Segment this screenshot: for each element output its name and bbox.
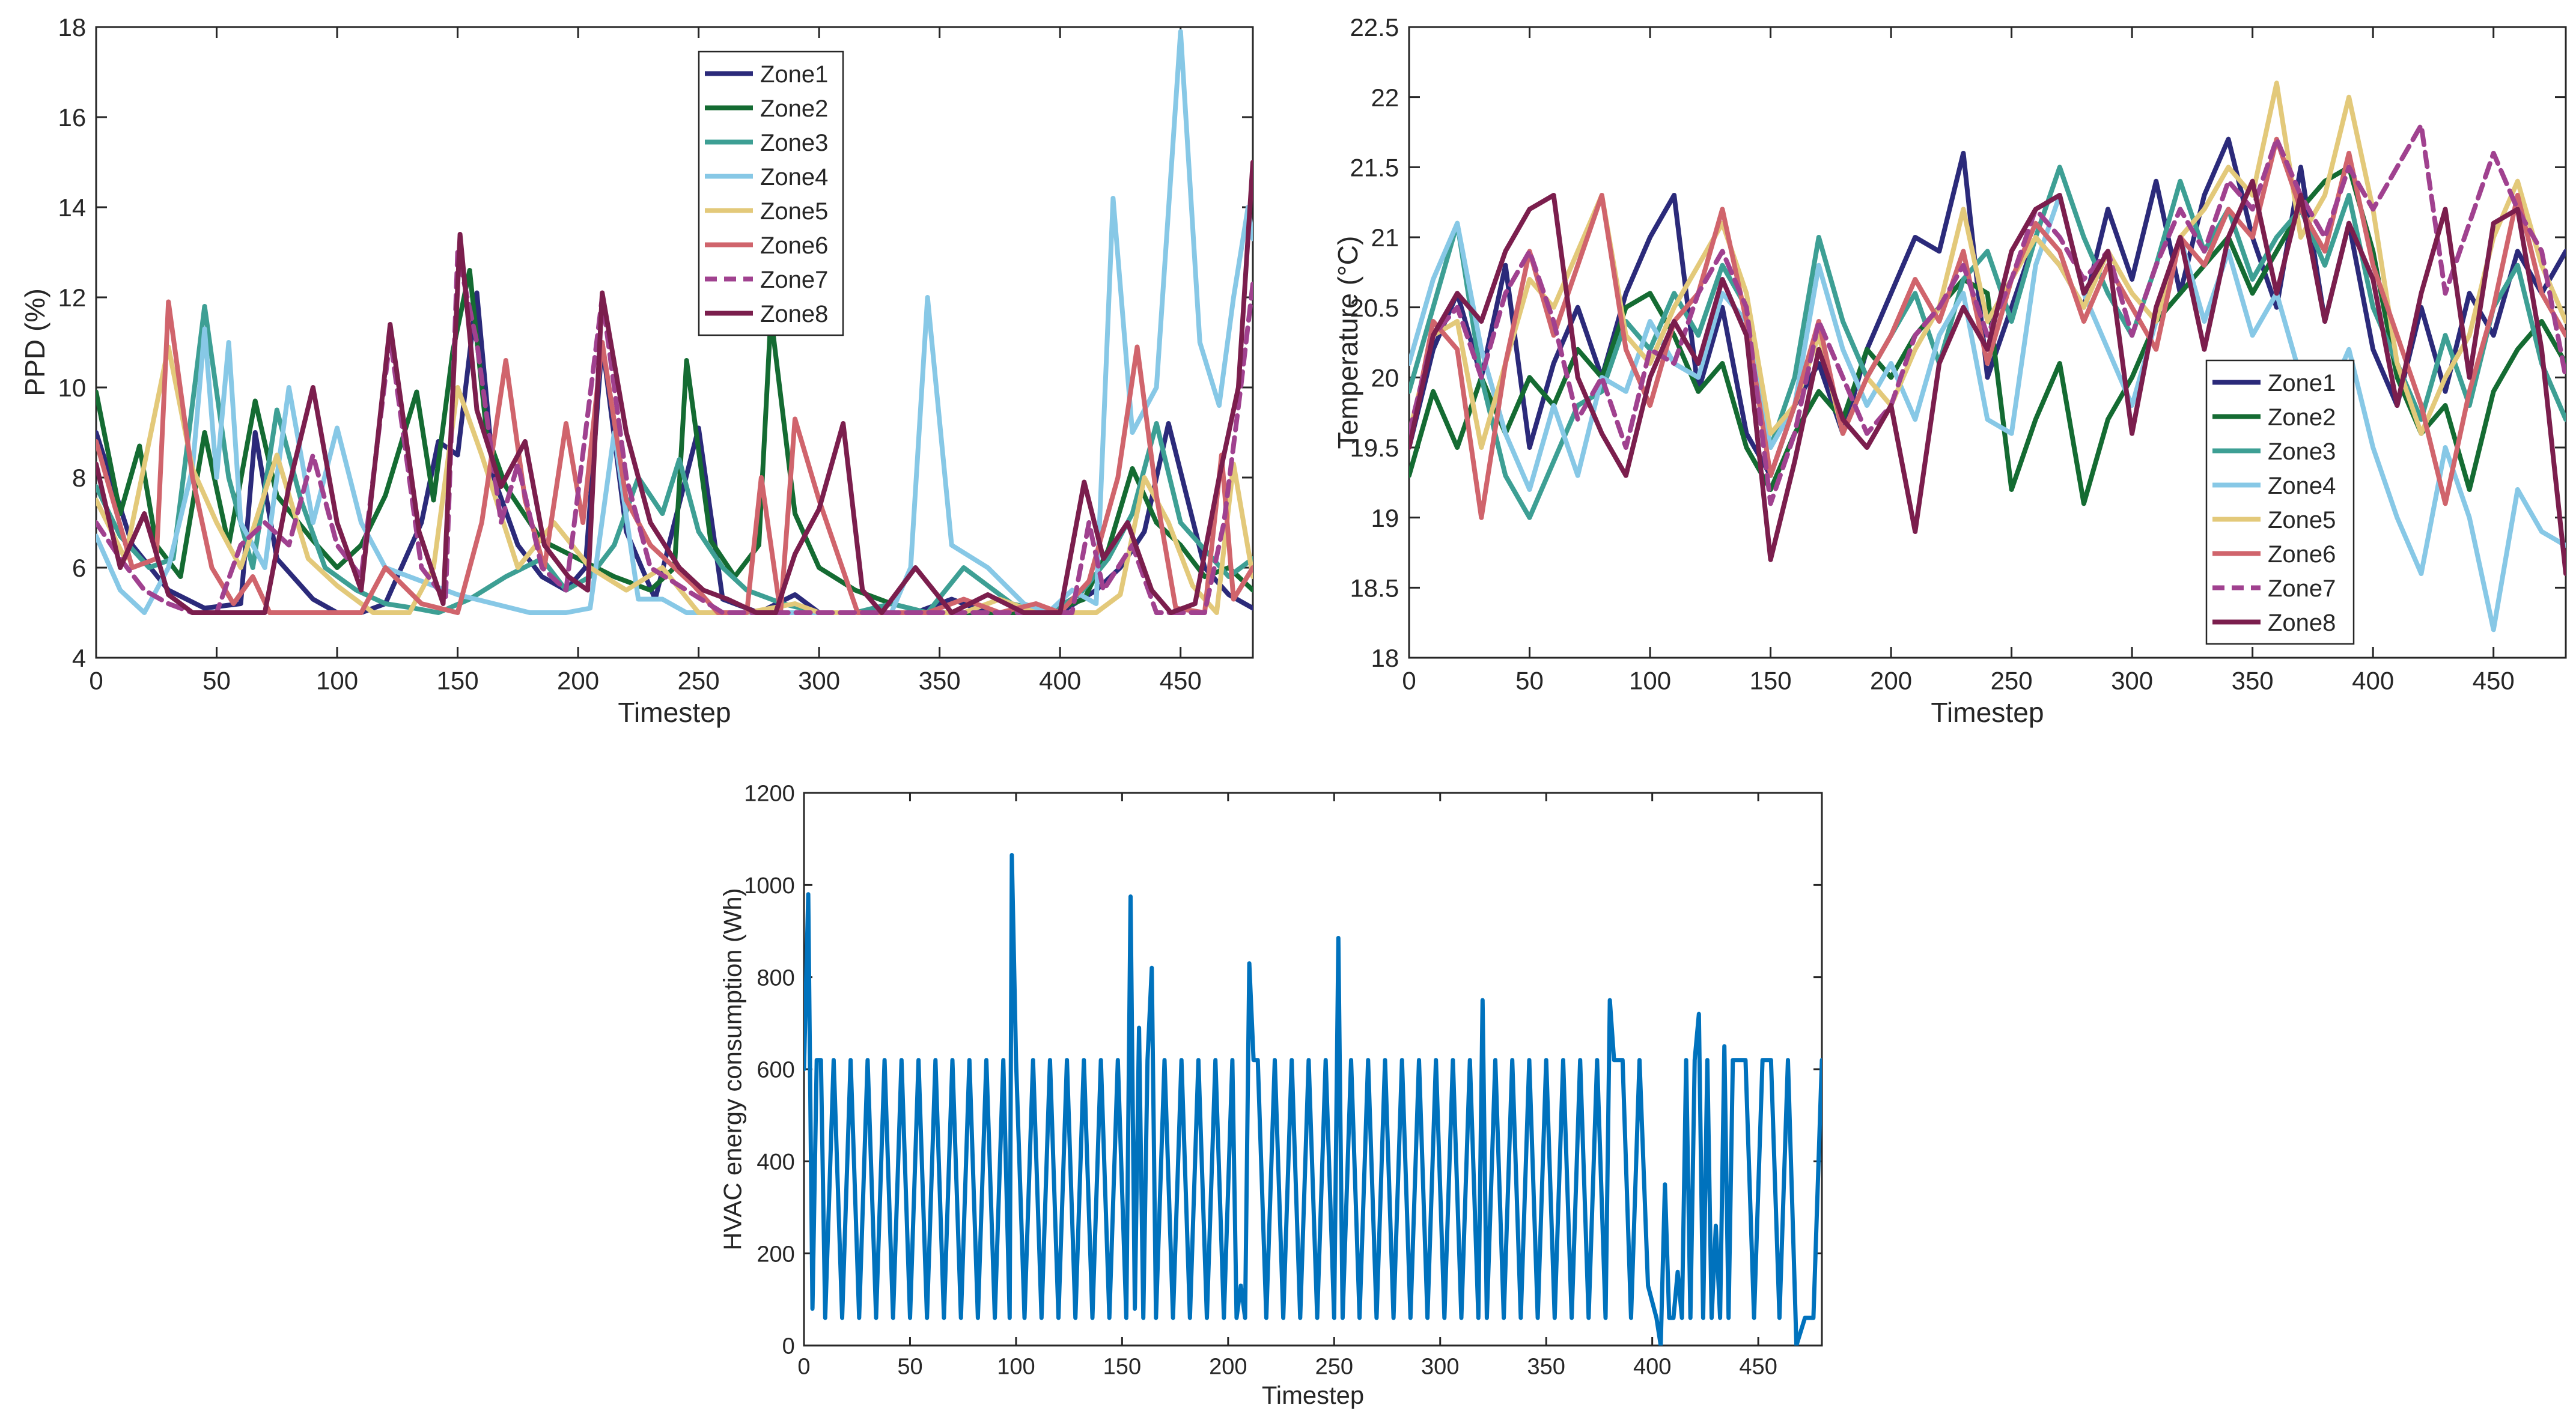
legend-label: Zone5 xyxy=(2268,507,2336,533)
series-group xyxy=(804,853,1822,1346)
ppd-chart: 0 50 100 150 200 250 300 350 400 450 4 6 8 10 12 14 16 18… xyxy=(19,13,1254,728)
y-tick-label: 4 xyxy=(72,644,86,672)
legend-label: Zone8 xyxy=(760,301,828,327)
x-tick-label: 50 xyxy=(1515,667,1544,695)
y-axis-label: Temperature (°C) xyxy=(1332,236,1363,449)
y-tick-label: 18 xyxy=(58,13,86,41)
y-tick-label: 800 xyxy=(757,965,794,991)
legend-label: Zone1 xyxy=(760,61,828,88)
x-tick-label: 400 xyxy=(1633,1355,1671,1380)
y-tick-label: 21.5 xyxy=(1350,153,1399,181)
legend-label: Zone8 xyxy=(2268,610,2336,636)
y-tick-label: 18 xyxy=(1371,644,1399,672)
y-tick-label: 22.5 xyxy=(1350,13,1399,41)
legend-label: Zone1 xyxy=(2268,370,2336,396)
legend-label: Zone4 xyxy=(760,164,828,190)
x-axis-label: Timestep xyxy=(618,697,731,728)
x-tick-label: 50 xyxy=(897,1355,922,1380)
x-tick-label: 0 xyxy=(797,1355,810,1380)
legend-label: Zone2 xyxy=(760,96,828,122)
legend-box xyxy=(2205,359,2355,645)
x-tick-label: 250 xyxy=(678,667,720,695)
y-tick-label: 18.5 xyxy=(1350,574,1399,602)
y-tick-label: 12 xyxy=(58,284,86,312)
series-line-zone3 xyxy=(1409,165,2566,520)
series-group xyxy=(1409,80,2566,633)
series-line-zone4 xyxy=(96,29,1253,615)
x-tick-label: 300 xyxy=(2111,667,2153,695)
series-line-zone7 xyxy=(1409,123,2566,506)
x-tick-label: 150 xyxy=(437,667,479,695)
legend-box xyxy=(698,50,844,336)
legend-label: Zone5 xyxy=(760,198,828,225)
series-line-zone6 xyxy=(96,299,1253,615)
series-line-zone7 xyxy=(96,250,1253,615)
y-tick-label: 600 xyxy=(757,1058,794,1083)
x-tick-label: 0 xyxy=(1402,667,1416,695)
x-tick-label: 450 xyxy=(2473,667,2515,695)
x-tick-label: 250 xyxy=(1315,1355,1353,1380)
x-tick-label: 250 xyxy=(1991,667,2033,695)
y-tick-label: 21 xyxy=(1371,223,1399,252)
y-tick-label: 19.5 xyxy=(1350,434,1399,462)
x-tick-label: 200 xyxy=(1209,1355,1247,1380)
series-group xyxy=(96,29,1253,615)
series-line-zone5 xyxy=(96,344,1253,615)
hvac-energy-chart: 0 50 100 150 200 250 300 350 400 450 0 200 400 600 800… xyxy=(719,781,1823,1409)
x-tick-label: 300 xyxy=(798,667,840,695)
y-tick-label: 14 xyxy=(58,193,86,222)
x-tick-label: 150 xyxy=(1103,1355,1141,1380)
x-tick-label: 200 xyxy=(1870,667,1912,695)
legend-label: Zone3 xyxy=(760,130,828,156)
y-tick-label: 22 xyxy=(1371,83,1399,112)
legend-label: Zone3 xyxy=(2268,438,2336,465)
x-axis-label: Timestep xyxy=(1262,1381,1364,1409)
x-tick-label: 100 xyxy=(316,667,358,695)
y-tick-label: 20.5 xyxy=(1350,294,1399,322)
y-axis-label: PPD (%) xyxy=(19,288,50,396)
y-tick-label: 6 xyxy=(72,554,86,582)
y-tick-label: 16 xyxy=(58,103,86,132)
x-tick-label: 450 xyxy=(1160,667,1202,695)
legend-label: Zone7 xyxy=(760,267,828,293)
x-tick-label: 350 xyxy=(2232,667,2274,695)
y-tick-label: 20 xyxy=(1371,363,1399,392)
legend-label: Zone4 xyxy=(2268,473,2336,499)
y-tick-label: 400 xyxy=(757,1150,794,1175)
y-tick-label: 1000 xyxy=(744,873,795,899)
legend-label: Zone2 xyxy=(2268,404,2336,431)
y-tick-label: 1200 xyxy=(744,781,795,807)
y-axis-label: HVAC energy consumption (Wh) xyxy=(719,888,747,1250)
x-tick-label: 400 xyxy=(1039,667,1081,695)
series-line-zone8 xyxy=(96,160,1253,615)
x-tick-label: 300 xyxy=(1421,1355,1459,1380)
plot-area xyxy=(803,792,1823,1347)
series-line-zone4 xyxy=(1409,193,2566,633)
series-line-hvac xyxy=(804,853,1822,1346)
x-tick-label: 50 xyxy=(202,667,231,695)
y-tick-label: 10 xyxy=(58,374,86,402)
x-axis-label: Timestep xyxy=(1931,697,2044,728)
series-line-zone8 xyxy=(1409,178,2566,576)
y-tick-label: 19 xyxy=(1371,504,1399,532)
series-line-zone6 xyxy=(1409,136,2566,520)
temperature-chart: 0 50 100 150 200 250 300 350 400 450 18 18.5 19 19.5 2… xyxy=(1332,13,2567,728)
x-tick-label: 100 xyxy=(1629,667,1671,695)
y-tick-label: 200 xyxy=(757,1242,794,1267)
x-tick-label: 400 xyxy=(2352,667,2394,695)
legend-label: Zone6 xyxy=(2268,541,2336,568)
y-tick-label: 8 xyxy=(72,464,86,492)
x-tick-label: 450 xyxy=(1739,1355,1777,1380)
x-tick-label: 150 xyxy=(1750,667,1792,695)
y-tick-label: 0 xyxy=(782,1334,795,1359)
x-tick-label: 200 xyxy=(557,667,599,695)
x-tick-label: 0 xyxy=(89,667,103,695)
x-tick-label: 350 xyxy=(1527,1355,1565,1380)
x-tick-label: 100 xyxy=(997,1355,1035,1380)
x-tick-label: 350 xyxy=(919,667,961,695)
legend-label: Zone7 xyxy=(2268,575,2336,602)
series-line-zone2 xyxy=(96,268,1253,615)
legend-label: Zone6 xyxy=(760,232,828,259)
